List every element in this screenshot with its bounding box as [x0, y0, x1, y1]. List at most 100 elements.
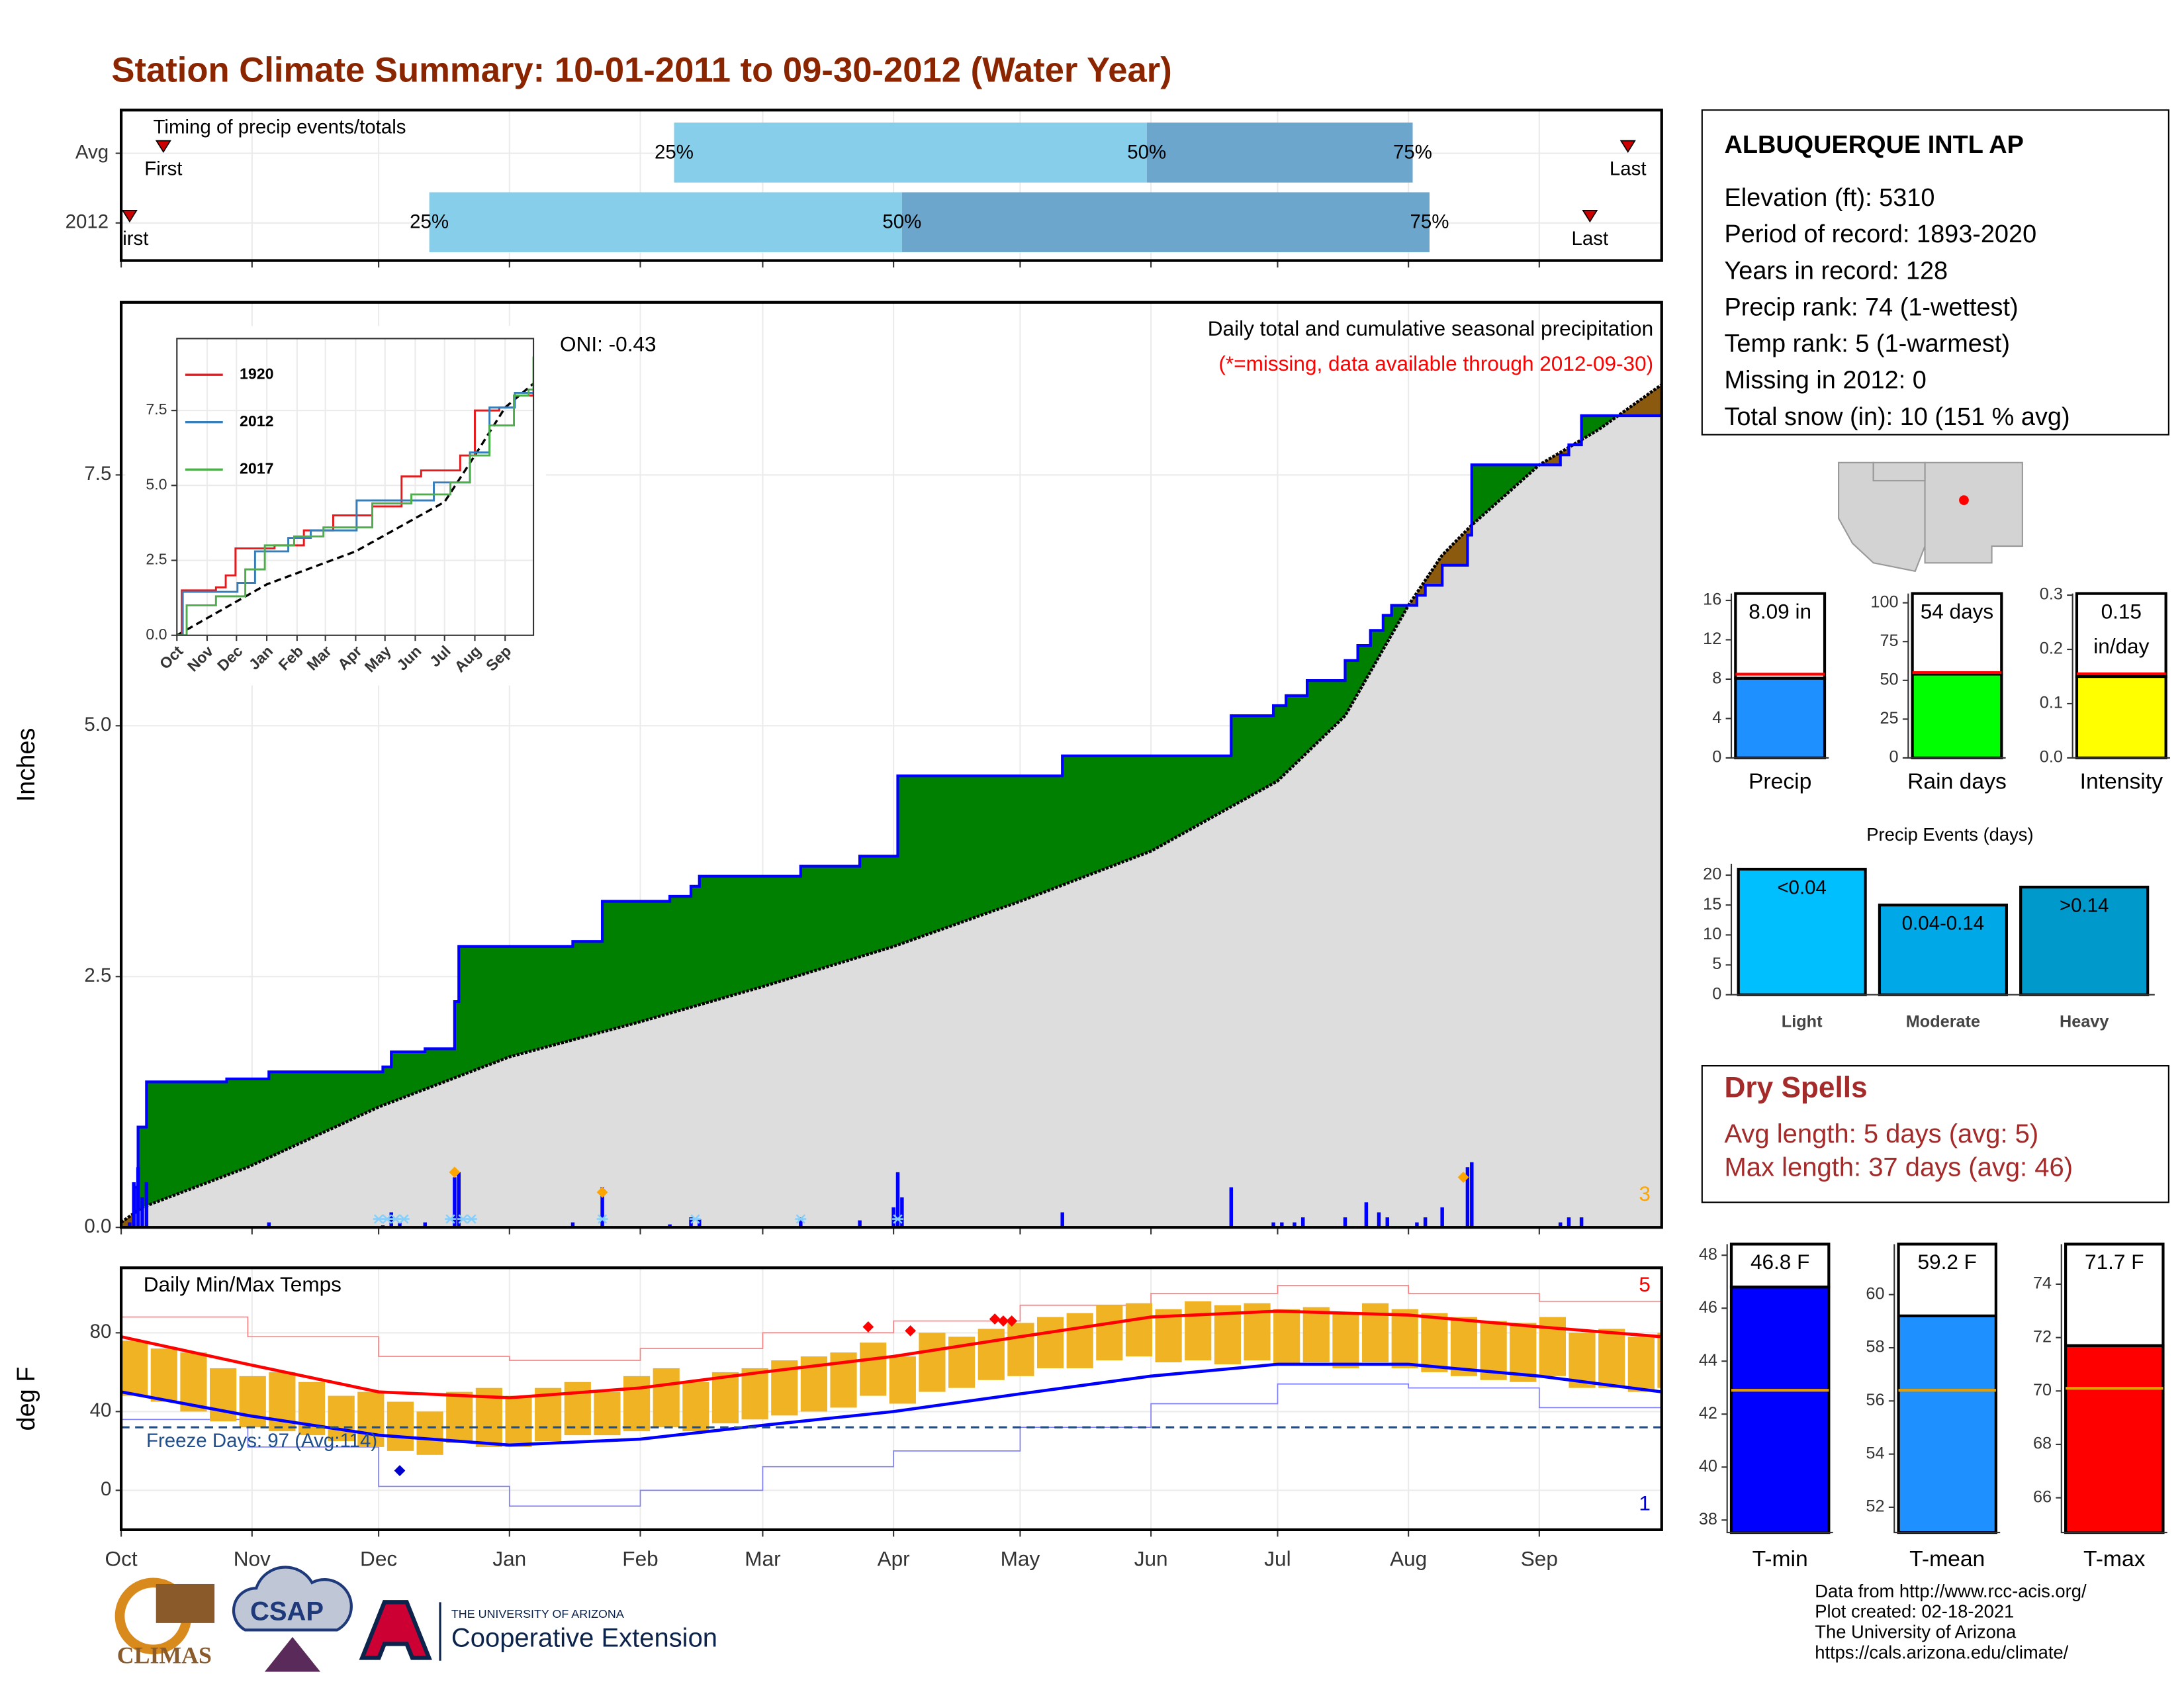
record-min-line	[121, 1383, 1662, 1507]
value-box	[1734, 592, 1827, 680]
temp-range-bar	[1066, 1313, 1093, 1368]
y-tick-label: 4	[1712, 708, 1721, 727]
value-label: in/day	[2093, 634, 2149, 658]
temp-range-bar	[239, 1376, 266, 1428]
map-state	[1924, 461, 2023, 564]
y-tick-label: 2.5	[84, 964, 111, 986]
record-marker	[989, 1313, 1001, 1325]
record-count: 1	[1639, 1491, 1651, 1515]
x-tick-label: Apr	[878, 1547, 910, 1571]
value-box	[2075, 592, 2167, 679]
y-tick-label: 0	[1712, 984, 1721, 1003]
panel-border	[119, 301, 1663, 1229]
x-tick-label: Mar	[745, 1547, 780, 1571]
timing-title: Timing of precip events/totals	[154, 116, 406, 138]
daily-bar	[1293, 1222, 1297, 1228]
daily-bar	[1385, 1217, 1389, 1228]
temp-range-bar	[1510, 1323, 1537, 1382]
dry-spell-line: Avg length: 5 days (avg: 5)	[1724, 1119, 2038, 1149]
panel-label: T-max	[2083, 1547, 2146, 1571]
y-tick-label: 42	[1699, 1404, 1717, 1423]
y-tick-label: 2.5	[146, 551, 167, 568]
event-label: Last	[1610, 158, 1647, 180]
record-marker	[1006, 1315, 1018, 1327]
temp-range-bar	[1627, 1336, 1655, 1392]
temp-range-bar	[594, 1391, 621, 1436]
snow-marker	[445, 1214, 456, 1224]
daily-bar	[1423, 1217, 1428, 1228]
value-label: <0.04	[1777, 876, 1827, 898]
x-tick-label: May	[1001, 1547, 1040, 1571]
daily-bar	[1271, 1222, 1275, 1228]
temp-range-bar	[1302, 1307, 1330, 1363]
bar	[1911, 673, 2003, 760]
axis-line	[1726, 1244, 1833, 1534]
base-area	[121, 416, 1662, 1228]
station-detail: Period of record: 1893-2020	[1724, 220, 2036, 248]
daily-bar	[900, 1197, 904, 1228]
marker	[596, 1186, 608, 1198]
legend-label: 2012	[240, 412, 273, 430]
temp-range-bar	[1125, 1303, 1153, 1357]
page-title: Station Climate Summary: 10-01-2011 to 0…	[111, 50, 1171, 89]
timing-bar	[1146, 122, 1413, 183]
x-tick-label: Dec	[360, 1547, 397, 1571]
value-label: 54 days	[1921, 599, 1994, 623]
daily-bar	[128, 1222, 132, 1228]
y-tick-label: 10	[1703, 925, 1721, 943]
csap-mountain	[264, 1636, 321, 1672]
chart-title: Daily Min/Max Temps	[144, 1272, 341, 1296]
average-line	[177, 383, 534, 635]
value-label: 0.15	[2101, 599, 2142, 623]
daily-bar	[1440, 1207, 1444, 1228]
temp-range-bar	[1361, 1303, 1389, 1363]
temp-range-bar	[1185, 1301, 1212, 1361]
station-box	[1701, 109, 2169, 436]
y-tick-label: 54	[1866, 1444, 1884, 1462]
temp-range-bar	[1421, 1313, 1448, 1372]
y-tick-label: 66	[2033, 1487, 2052, 1506]
panel-label: T-mean	[1909, 1547, 1985, 1571]
value-label: 46.8 F	[1751, 1250, 1809, 1274]
y-tick-label: 0	[101, 1478, 111, 1500]
daily-bar	[895, 1172, 900, 1228]
temp-range-bar	[1598, 1329, 1625, 1388]
row-label: 2012	[66, 211, 109, 233]
x-tick-label: Light	[1782, 1012, 1823, 1031]
footer-line: Plot created: 02-18-2021	[1815, 1601, 2014, 1622]
bar	[2019, 886, 2150, 996]
y-tick-label: 0.3	[2040, 585, 2063, 604]
daily-bar	[668, 1224, 672, 1228]
y-tick-label: 15	[1703, 895, 1721, 914]
bar	[1897, 1314, 1997, 1534]
y-tick-label: 100	[1870, 592, 1898, 611]
percentile-label: 25%	[410, 211, 449, 233]
axis-line	[1730, 863, 2155, 996]
axis-line	[2071, 593, 2170, 759]
x-tick-label: Nov	[234, 1547, 271, 1571]
normal-max-line	[121, 1309, 1662, 1399]
bar	[2075, 675, 2167, 760]
y-tick-label: 8	[1712, 669, 1721, 688]
temp-range-bar	[446, 1391, 473, 1443]
chart-subtitle: (*=missing, data available through 2012-…	[1218, 352, 1653, 375]
footer-line: The University of Arizona	[1815, 1622, 2017, 1642]
bar	[1737, 867, 1867, 996]
event-label: Last	[1572, 228, 1609, 250]
daily-bar	[1567, 1217, 1571, 1228]
temp-range-bar	[121, 1340, 148, 1396]
y-axis-title: Inches	[13, 728, 40, 802]
bar	[2064, 1344, 2165, 1534]
map-state	[1872, 461, 1926, 482]
y-tick-label: 52	[1866, 1497, 1884, 1516]
x-tick-label: Jun	[1134, 1547, 1168, 1571]
daily-bar	[891, 1207, 895, 1228]
station-name: ALBUQUERQUE INTL AP	[1724, 131, 2023, 159]
daily-bar	[570, 1222, 575, 1228]
station-detail: Missing in 2012: 0	[1724, 367, 1926, 395]
daily-bar	[1377, 1212, 1381, 1228]
value-label: >0.14	[2060, 894, 2109, 916]
temp-range-bar	[416, 1411, 443, 1455]
y-tick-label: 0.2	[2040, 639, 2063, 658]
y-tick-label: 5.0	[84, 714, 111, 735]
